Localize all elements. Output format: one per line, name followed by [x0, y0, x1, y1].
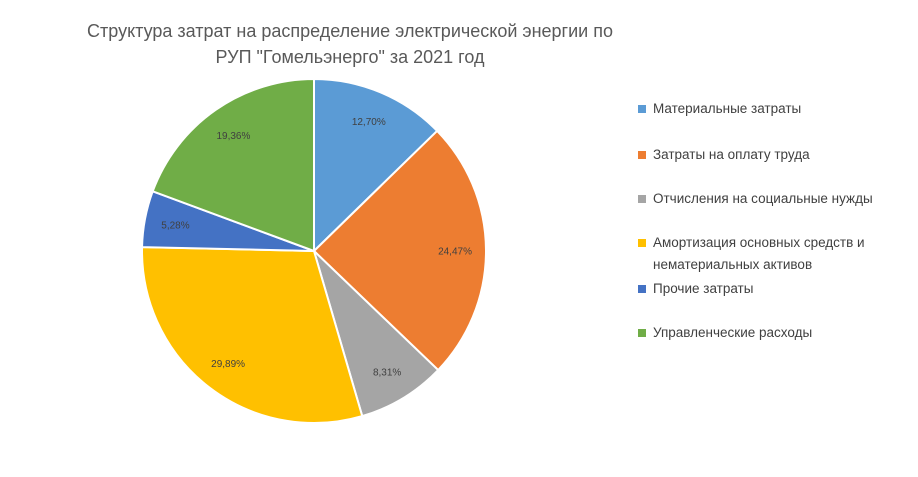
legend-swatch-2 [638, 151, 646, 159]
legend-swatch-4 [638, 239, 646, 247]
legend-swatch-1 [638, 105, 646, 113]
legend-label-line: Материальные затраты [653, 101, 802, 116]
legend-swatch-5 [638, 285, 646, 293]
pie-data-label-1: 12,70% [352, 117, 386, 128]
chart-title-line-1: Структура затрат на распределение электр… [87, 21, 613, 41]
pie-slice-1 [313, 77, 439, 254]
legend-label-line: Затраты на оплату труда [653, 147, 810, 162]
legend-label-line: Прочие затраты [653, 281, 754, 296]
pie-slice-2 [312, 129, 487, 372]
legend-label-line: нематериальных активов [653, 257, 813, 272]
legend-label-line: Управленческие расходы [653, 325, 813, 340]
legend-label-6: Управленческие расходы [653, 322, 908, 344]
chart-title-line-2: РУП "Гомельэнерго" за 2021 год [215, 47, 485, 67]
legend-swatch-6 [638, 329, 646, 337]
pie-data-label-4: 29,89% [211, 359, 245, 370]
legend-label-3: Отчисления на социальные нужды [653, 188, 908, 210]
legend-label-1: Материальные затраты [653, 98, 908, 120]
chart-title: Структура затрат на распределение электр… [20, 18, 680, 70]
pie-data-label-2: 24,47% [438, 246, 472, 257]
pie-slice-3 [311, 247, 440, 418]
legend-label-5: Прочие затраты [653, 278, 908, 300]
legend-swatch-3 [638, 195, 646, 203]
pie-slice-6 [151, 77, 315, 253]
pie-data-label-3: 8,31% [373, 368, 401, 379]
legend-label-line: Отчисления на социальные нужды [653, 191, 873, 206]
legend-label-2: Затраты на оплату труда [653, 144, 908, 166]
legend-label-4: Амортизация основных средств и нематериал… [653, 232, 908, 276]
pie-data-label-5: 5,28% [161, 221, 189, 232]
pie-slice-4 [141, 246, 364, 424]
pie-data-label-6: 19,36% [216, 131, 250, 142]
legend-label-line: Амортизация основных средств и [653, 235, 865, 250]
